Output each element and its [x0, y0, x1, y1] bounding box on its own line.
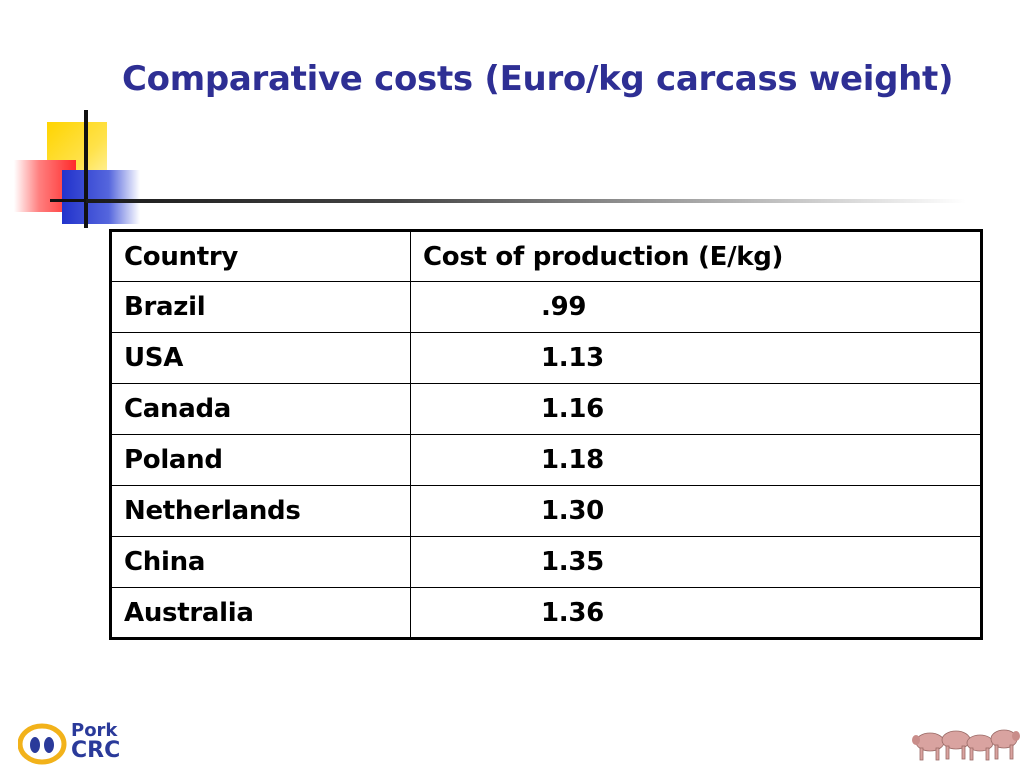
cell-cost: 1.36 [410, 587, 982, 639]
table-row: China 1.35 [110, 536, 982, 588]
vertical-line [84, 110, 88, 228]
cell-cost: 1.13 [410, 332, 982, 384]
cell-country: USA [110, 332, 411, 384]
cell-cost: 1.35 [410, 536, 982, 588]
cell-country: Canada [110, 383, 411, 435]
logo-text: Pork CRC [71, 722, 120, 762]
pigs-illustration-icon [912, 729, 1020, 761]
slide-title: Comparative costs (Euro/kg carcass weigh… [122, 59, 954, 99]
title-divider [86, 199, 966, 203]
corner-decoration [0, 0, 200, 240]
logo-line-crc: CRC [71, 738, 121, 763]
cell-country: China [110, 536, 411, 588]
cell-cost: .99 [410, 281, 982, 333]
header-country: Country [110, 230, 411, 282]
cell-country: Brazil [110, 281, 411, 333]
table-row: Australia 1.36 [110, 587, 982, 639]
cell-cost: 1.18 [410, 434, 982, 486]
cell-country: Netherlands [110, 485, 411, 537]
cost-table: Country Cost of production (E/kg) Brazil… [109, 229, 983, 640]
table-header-row: Country Cost of production (E/kg) [110, 230, 982, 282]
short-horizontal-line [50, 199, 110, 202]
pork-crc-logo-icon [17, 723, 67, 765]
header-cost: Cost of production (E/kg) [410, 230, 982, 282]
blue-square [62, 170, 140, 224]
cell-country: Poland [110, 434, 411, 486]
logo-line-pork: Pork [71, 720, 118, 741]
cell-cost: 1.30 [410, 485, 982, 537]
table-row: Poland 1.18 [110, 434, 982, 486]
cell-country: Australia [110, 587, 411, 639]
table-row: Brazil .99 [110, 281, 982, 333]
table-row: Netherlands 1.30 [110, 485, 982, 537]
pork-crc-logo: Pork CRC [17, 722, 120, 766]
table-row: Canada 1.16 [110, 383, 982, 435]
cell-cost: 1.16 [410, 383, 982, 435]
table-row: USA 1.13 [110, 332, 982, 384]
